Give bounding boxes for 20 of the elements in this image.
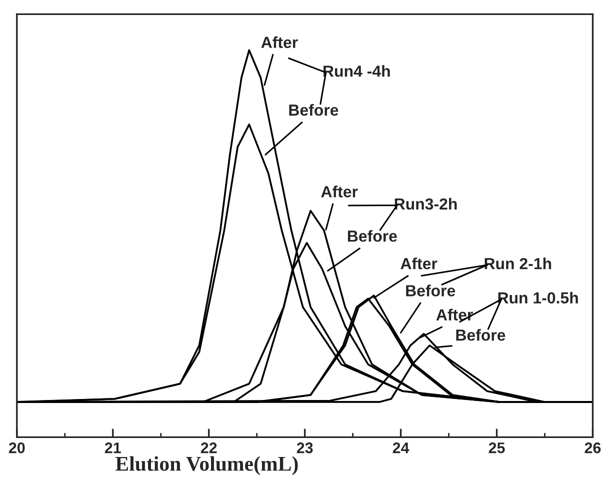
annotation: Run4 -4h xyxy=(324,65,390,77)
x-tick-label: 21 xyxy=(104,442,121,454)
x-tick-label: 20 xyxy=(8,442,25,454)
x-tick-label: 22 xyxy=(200,442,217,454)
annotation: Run 2-1h xyxy=(484,258,552,270)
annotation: After xyxy=(321,186,358,198)
x-tick-label: 25 xyxy=(488,442,505,454)
x-tick-label: 26 xyxy=(584,442,601,454)
annotation: Before xyxy=(348,230,397,242)
annotation: After xyxy=(261,36,298,48)
annotation: Before xyxy=(406,284,456,296)
annotation: Run 1-0.5h xyxy=(498,292,578,304)
x-tick-label: 24 xyxy=(392,442,410,454)
annotation: After xyxy=(400,258,438,270)
annotation: Before xyxy=(289,104,338,116)
x-axis-title: Elution Volume(mL) xyxy=(116,456,298,476)
annotation: Run3-2h xyxy=(394,198,457,210)
annotation: Before xyxy=(456,329,506,341)
annotation: After xyxy=(436,308,473,320)
x-tick-label: 23 xyxy=(296,442,313,454)
